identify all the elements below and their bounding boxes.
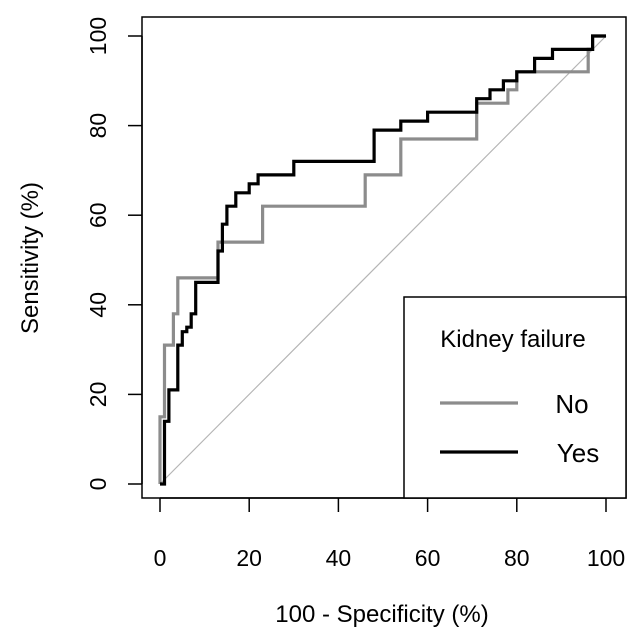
y-tick-label: 100 [85,17,111,55]
x-tick-label: 40 [326,545,352,571]
y-axis: 0 20 40 60 80 100 [85,17,143,491]
legend-label-yes: Yes [557,438,599,468]
y-axis-title: Sensitivity (%) [17,182,44,334]
x-tick-label: 20 [236,545,262,571]
y-tick-label: 80 [85,113,111,139]
x-tick-label: 100 [587,545,625,571]
y-tick-label: 0 [85,478,111,491]
legend-title: Kidney failure [440,326,585,353]
series-line-yes [160,34,606,486]
series-line-no [158,34,606,484]
x-tick-label: 60 [415,545,441,571]
reference-diagonal [159,35,607,485]
x-axis-title: 100 - Specificity (%) [275,601,488,628]
legend-box [403,296,627,499]
legend-label-no: No [555,389,588,419]
y-tick-label: 20 [85,382,111,408]
y-tick-label: 40 [85,292,111,318]
x-axis: 0 20 40 60 80 100 [154,497,625,571]
legend: Kidney failure No Yes [403,296,627,499]
y-tick-label: 60 [85,202,111,228]
x-tick-label: 0 [154,545,167,571]
x-tick-label: 80 [504,545,530,571]
